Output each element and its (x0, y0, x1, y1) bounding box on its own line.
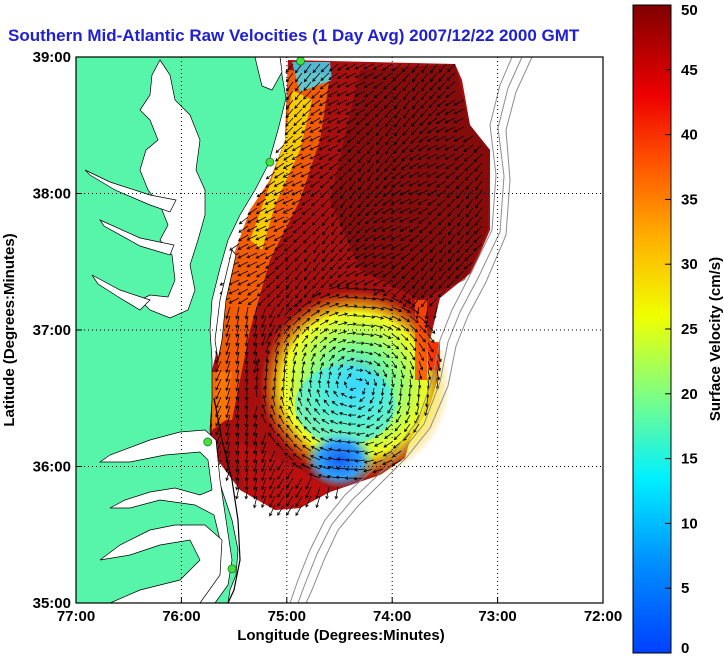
colorbar-label: Surface Velocity (cm/s) (707, 257, 724, 421)
station-marker (296, 57, 305, 66)
cold-spot (305, 432, 375, 488)
x-tick-label: 73:00 (478, 608, 516, 625)
chesapeake-bay (139, 59, 206, 319)
velocity-field (210, 60, 490, 510)
isobath-3 (305, 57, 533, 603)
x-tick-label: 77:00 (57, 608, 95, 625)
south-red-band (235, 440, 330, 510)
bathymetry-contours (289, 57, 533, 603)
isobath-1 (289, 57, 513, 603)
colorbar-tick-label: 30 (681, 256, 698, 273)
velocity-vectors (205, 63, 483, 517)
outer-banks (213, 397, 241, 603)
colorbar-tick-label: 0 (681, 640, 689, 657)
velocity-field-west-yellow (250, 90, 312, 250)
y-axis-ticks: 35:00 36:00 37:00 38:00 39:00 (33, 49, 82, 612)
colorbar-tick-label: 20 (681, 386, 698, 403)
y-axis-label: Latitude (Degrees:Minutes) (1, 233, 18, 426)
colorbar (632, 4, 672, 654)
colorbar-tick-label: 5 (681, 580, 689, 597)
colorbar-ticks: 0 5 10 15 20 25 30 35 40 45 50 (665, 2, 698, 657)
albemarle-sound (98, 429, 233, 603)
colorbar-tick-label: 25 (681, 321, 698, 338)
y-tick-label: 37:00 (33, 322, 71, 339)
station-marker (227, 564, 237, 574)
x-axis-label: Longitude (Degrees:Minutes) (237, 627, 445, 644)
colorbar-tick-label: 45 (681, 62, 698, 79)
colorbar-tick-label: 40 (681, 127, 698, 144)
velocity-field-north-edge (330, 64, 490, 300)
delaware-bay (254, 57, 283, 91)
x-tick-label: 74:00 (373, 608, 411, 625)
y-tick-label: 36:00 (33, 459, 71, 476)
x-tick-label: 75:00 (268, 608, 306, 625)
offshore-strip (415, 300, 427, 380)
pamlico-sound (99, 524, 223, 603)
isobath-2 (297, 57, 523, 603)
colorbar-tick-label: 50 (681, 2, 698, 19)
plot-area (76, 57, 603, 603)
colorbar-tick-label: 35 (681, 191, 698, 208)
grid-lines (76, 57, 603, 603)
station-marker (265, 157, 275, 167)
potomac-river (84, 169, 177, 213)
colorbar-tick-label: 15 (681, 451, 698, 468)
rappahannock-river (99, 219, 175, 256)
colorbar-tick-label: 10 (681, 515, 698, 532)
y-tick-label: 38:00 (33, 186, 71, 203)
chart-title: Southern Mid-Atlantic Raw Velocities (1 … (8, 26, 580, 45)
y-tick-label: 39:00 (33, 49, 71, 66)
station-marker (203, 437, 213, 447)
x-axis-ticks: 77:00 76:00 75:00 74:00 73:00 72:00 (57, 597, 622, 625)
velocity-field-west-band (212, 70, 330, 420)
vector-arrows-path (205, 63, 483, 517)
x-tick-label: 76:00 (162, 608, 200, 625)
radar-stations (203, 57, 305, 574)
york-james-rivers (91, 274, 151, 311)
x-tick-label: 72:00 (584, 608, 622, 625)
coastal-bays (214, 249, 237, 361)
y-tick-label: 35:00 (33, 595, 71, 612)
